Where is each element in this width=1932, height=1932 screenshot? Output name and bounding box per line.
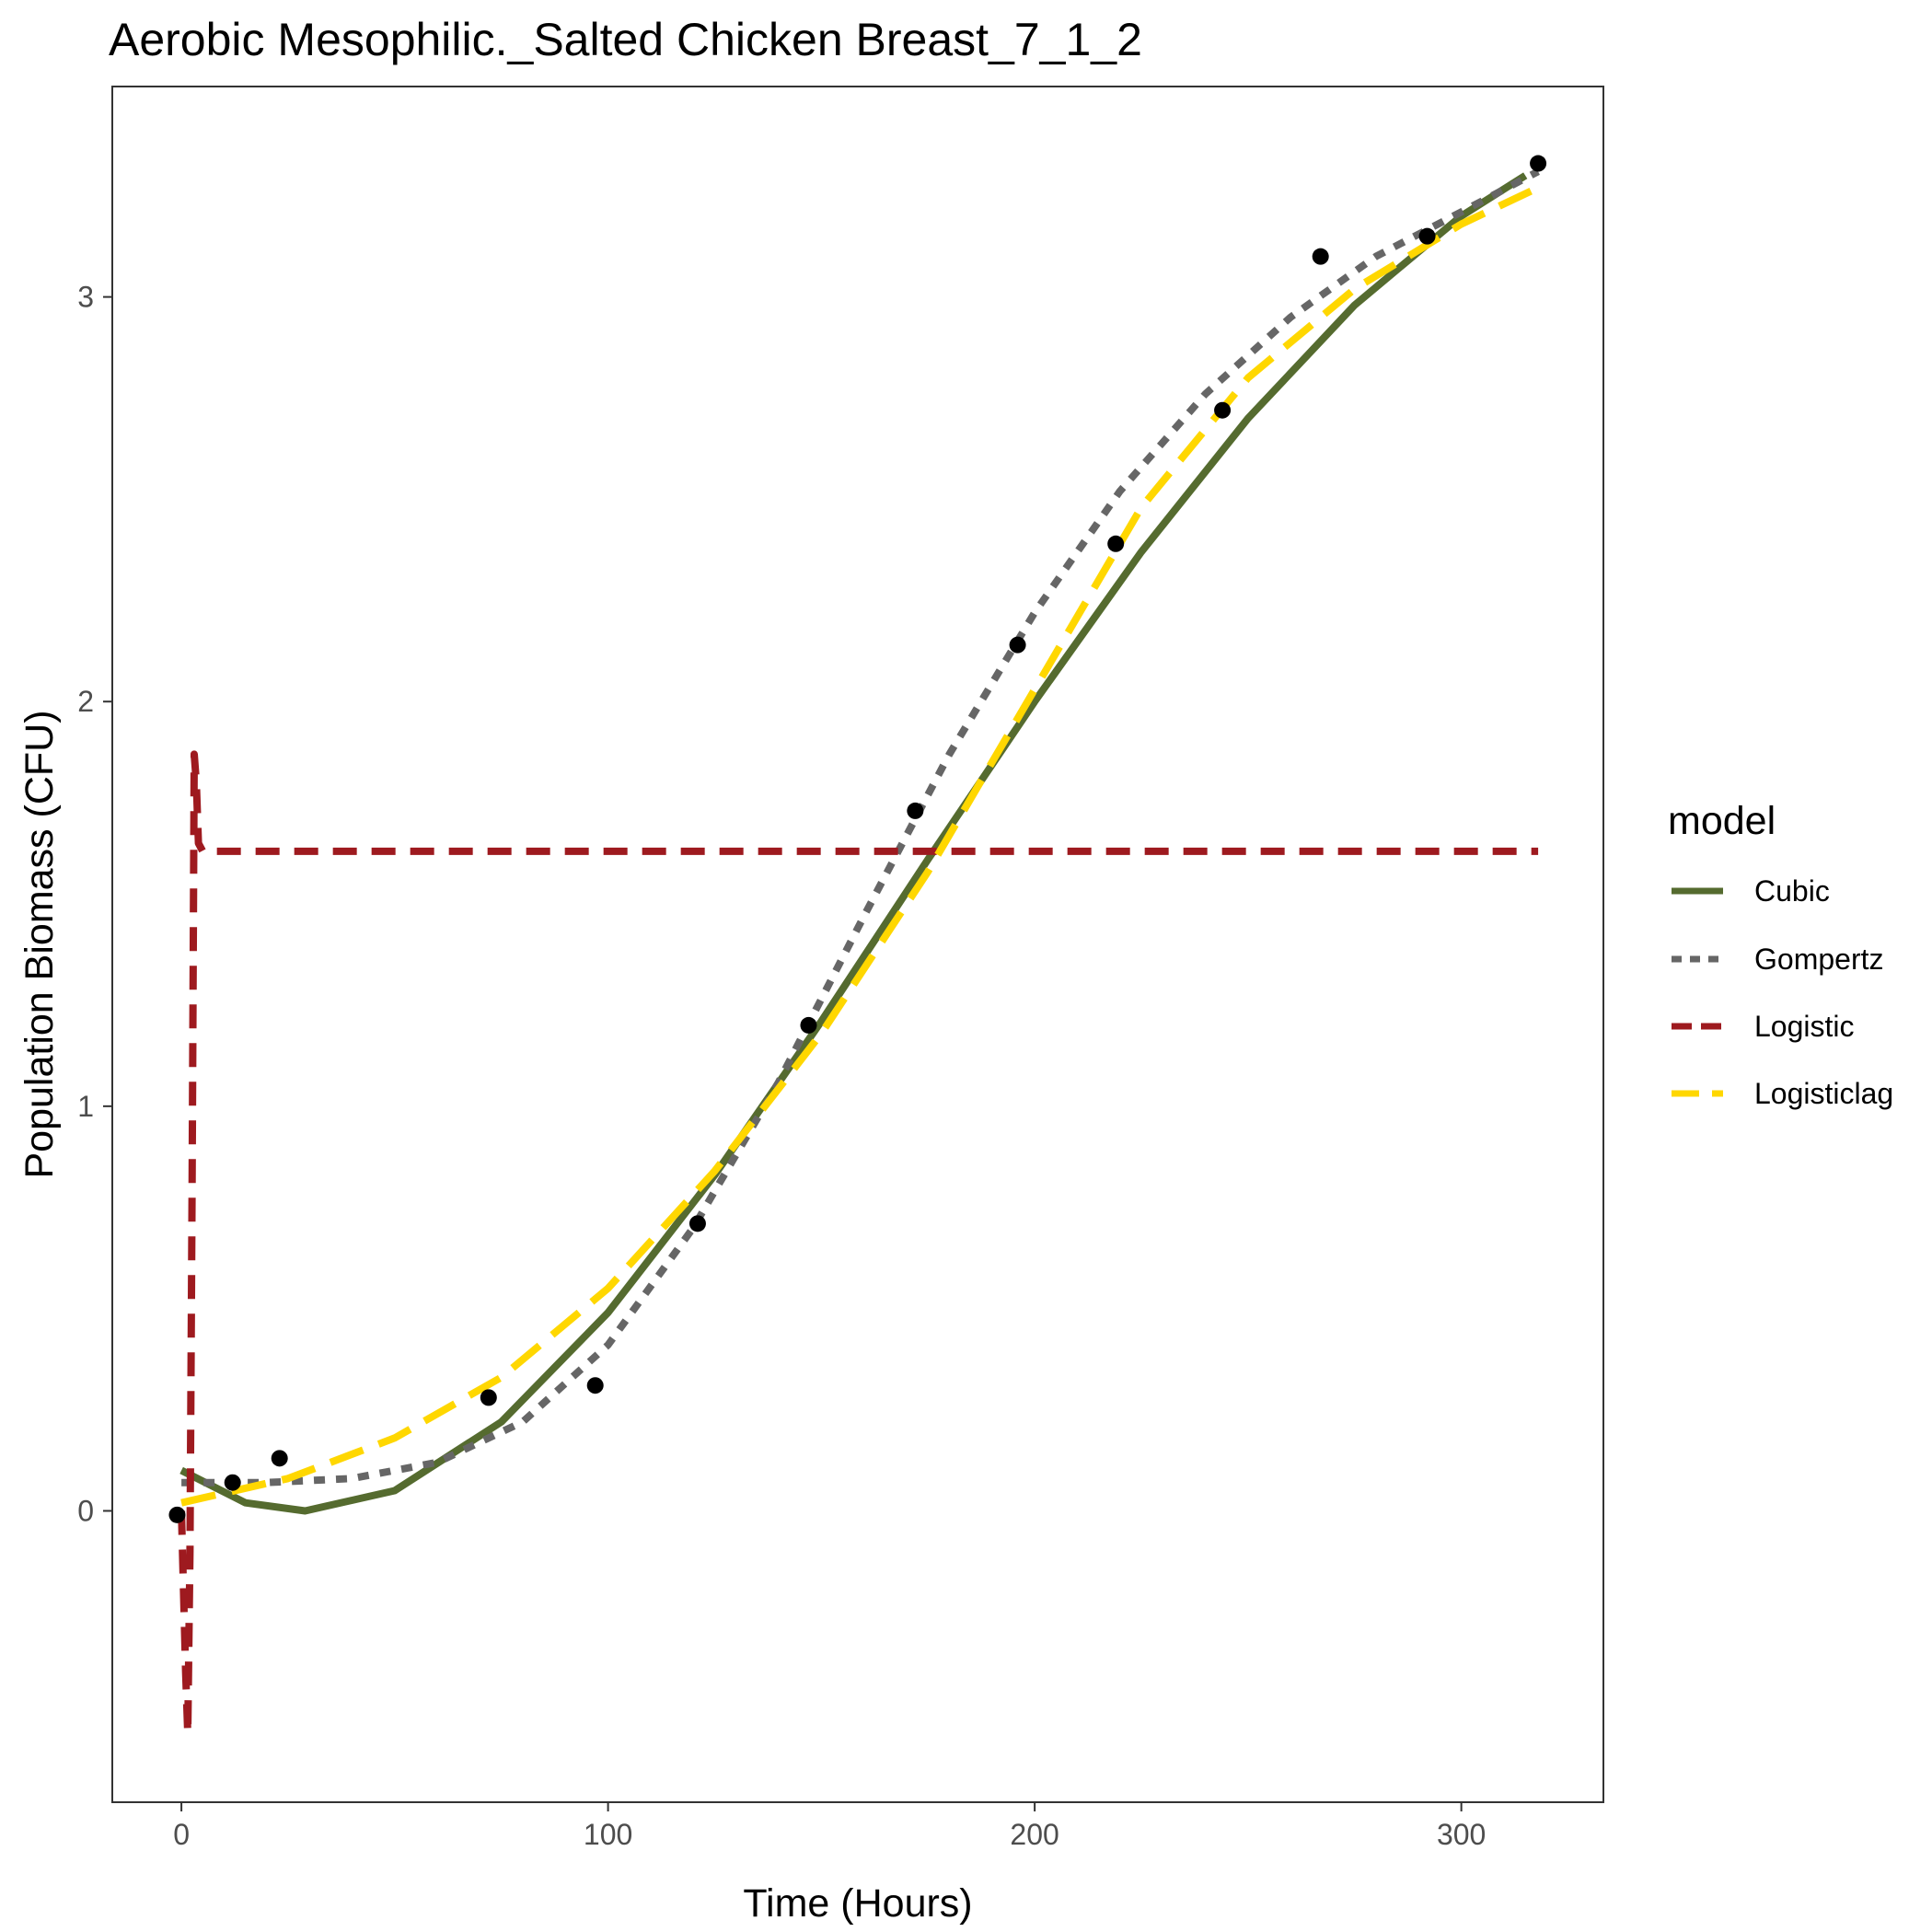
data-point <box>800 1016 817 1034</box>
data-point <box>1009 636 1026 654</box>
chart-title: Aerobic Mesophilic._Salted Chicken Breas… <box>109 14 1142 65</box>
legend-label-logistic: Logistic <box>1754 1010 1855 1043</box>
legend-label-gompertz: Gompertz <box>1754 943 1883 976</box>
legend-label-logisticlag: Logisticlag <box>1754 1077 1893 1110</box>
data-point <box>224 1474 241 1491</box>
legend-title: model <box>1668 799 1776 843</box>
data-point <box>480 1389 497 1406</box>
y-axis-label: Population Biomass (CFU) <box>17 710 62 1178</box>
points-layer <box>168 155 1547 1523</box>
y-tick-label: 3 <box>77 281 94 314</box>
y-axis: 0 1 2 3 <box>77 281 112 1527</box>
plot-panel <box>111 86 1604 1803</box>
series-line-gompertz <box>181 168 1540 1487</box>
data-point <box>1107 535 1125 552</box>
data-point <box>688 1215 706 1232</box>
y-tick-label: 1 <box>77 1090 94 1123</box>
y-tick-label: 2 <box>77 685 94 718</box>
data-point <box>586 1377 604 1394</box>
x-axis: 0 100 200 300 <box>173 1802 1486 1851</box>
x-tick-label: 100 <box>584 1818 632 1851</box>
data-point <box>1312 248 1329 265</box>
data-point <box>907 802 924 819</box>
x-axis-label: Time (Hours) <box>743 1881 972 1926</box>
data-point <box>168 1506 186 1523</box>
data-point <box>1214 401 1232 419</box>
x-tick-label: 200 <box>1010 1818 1059 1851</box>
series-line-cubic <box>179 172 1528 1515</box>
x-tick-label: 300 <box>1437 1818 1486 1851</box>
data-point <box>1418 227 1436 245</box>
series-line-logistic <box>178 750 1539 1738</box>
data-point <box>271 1450 288 1467</box>
legend: model Cubic Gompertz Logistic Logisticlag <box>1668 799 1893 1110</box>
data-point <box>1530 155 1547 172</box>
x-tick-label: 0 <box>173 1818 190 1851</box>
legend-label-cubic: Cubic <box>1754 874 1830 908</box>
y-tick-label: 0 <box>77 1494 94 1527</box>
series-layer <box>178 168 1540 1738</box>
series-line-logisticlag <box>180 184 1540 1507</box>
